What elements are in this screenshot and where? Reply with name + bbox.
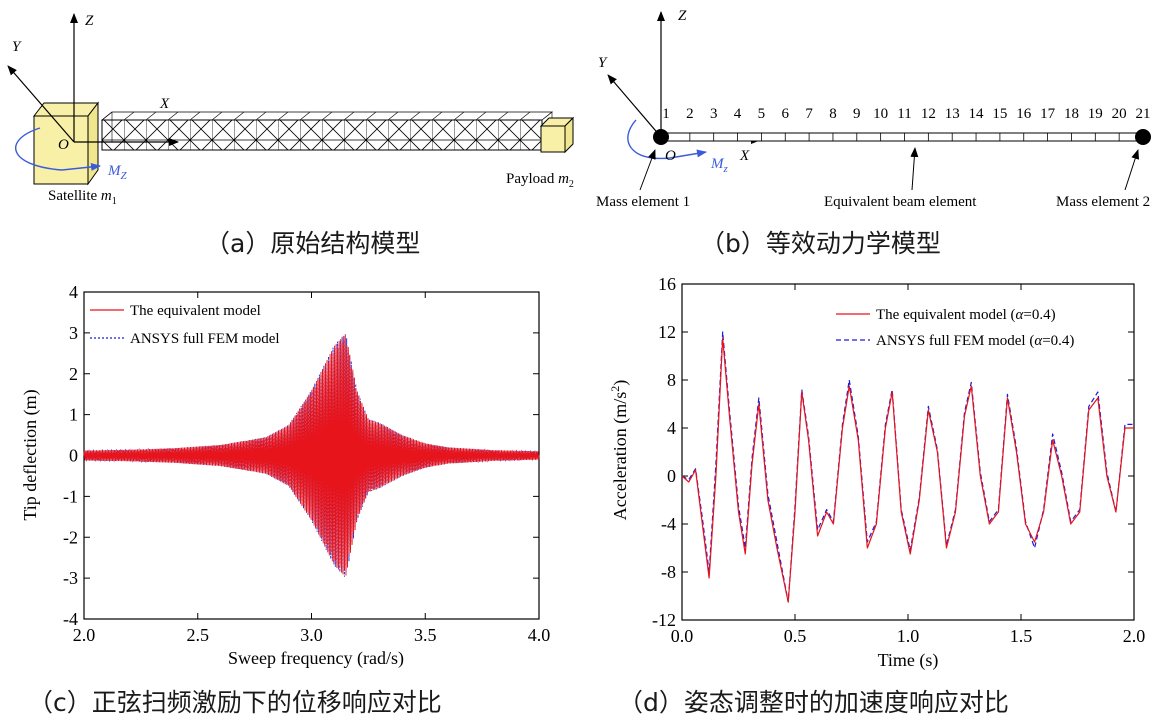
node-number: 7 [805, 106, 813, 122]
panel-d-acceleration-chart: 0.0 0.5 1.0 1.5 2.0 -12 -8 -4 0 4 8 12 16 Time (s) A… [608, 274, 1145, 717]
payload-cube [539, 116, 575, 154]
chart-d-ytick-label: -12 [652, 610, 676, 630]
node-number-labels: 1 2 3 4 5 6 7 8 9 10 11 12 13 14 15 16 17 18 19 20 21 [662, 106, 1150, 122]
chart-d-xtick-label: 1.5 [1010, 626, 1033, 646]
series-equivalent-model-line [83, 334, 540, 576]
chart-c-xtick-label: 4.0 [528, 625, 551, 645]
chart-d-ytick-label: 0 [667, 466, 676, 486]
axis-z-label-b: Z [678, 8, 687, 24]
node-number: 10 [873, 106, 888, 122]
chart-c-xlabel: Sweep frequency (rad/s) [228, 648, 404, 669]
chart-c-ytick-label: -4 [63, 609, 78, 629]
axis-y-label: Y [12, 39, 22, 55]
node-number: 16 [1016, 106, 1032, 122]
axis-z-label: Z [85, 13, 94, 29]
node-number: 9 [853, 106, 861, 122]
caption-a: （a）原始结构模型 [205, 229, 420, 258]
axis-x-label-b: X [739, 148, 750, 164]
chart-c-xtick-label: 2.0 [73, 625, 96, 645]
chart-c-ytick-label: 4 [69, 282, 78, 302]
beam-element-label: Equivalent beam element [824, 194, 977, 210]
node-number: 11 [897, 106, 911, 122]
axis-x-label: X [159, 96, 170, 112]
node-number: 20 [1112, 106, 1127, 122]
legend-c-equivalent: The equivalent model [130, 303, 261, 319]
node-number: 19 [1088, 106, 1103, 122]
chart-c-ylabel: Tip deflection (m) [20, 389, 41, 520]
node-number: 8 [829, 106, 837, 122]
node-number: 5 [758, 106, 766, 122]
node-number: 6 [782, 106, 790, 122]
panel-b-equivalent-model: 1 2 3 4 5 6 7 8 9 10 11 12 13 14 15 16 17 18 19 20 21 Z Y X … [596, 8, 1151, 258]
chart-c-plot: 2.0 2.5 3.0 3.5 4.0 -4 -3 -2 -1 0 1 2 3 4 [63, 282, 550, 645]
beam-bar [660, 132, 1144, 142]
node-number: 18 [1064, 106, 1079, 122]
axis-y-label-b: Y [598, 55, 608, 71]
chart-d-xtick-label: 1.0 [897, 626, 920, 646]
chart-d-ytick-label: -8 [661, 562, 676, 582]
chart-d-ytick-label: 8 [667, 370, 676, 390]
moment-arc-icon-b [627, 119, 707, 160]
pointer-mass-2 [1124, 149, 1140, 191]
node-number: 1 [662, 106, 670, 122]
node-number: 3 [710, 106, 718, 122]
caption-b: （b）等效动力学模型 [700, 229, 941, 258]
chart-d-ylabel: Acceleration (m/s2) [608, 380, 631, 520]
chart-d-ytick-label: 4 [667, 418, 676, 438]
chart-c-ytick-label: -3 [63, 568, 78, 588]
chart-d-xtick-label: 2.0 [1123, 626, 1146, 646]
panel-a-structure-model: Z Y X O MZ Satellite m1 Payload m2 （a）原始… [7, 13, 575, 258]
node-number: 17 [1040, 106, 1056, 122]
mass-element-2-label: Mass element 2 [1056, 194, 1150, 210]
node-number: 13 [945, 106, 960, 122]
mass-element-1-label: Mass element 1 [596, 194, 690, 210]
node-number: 12 [921, 106, 936, 122]
chart-d-ytick-label: 16 [658, 274, 676, 294]
satellite-label: Satellite m1 [48, 188, 117, 207]
node-number: 15 [992, 106, 1007, 122]
chart-d-xtick-label: 0.0 [671, 626, 694, 646]
chart-c-ytick-label: 0 [69, 446, 78, 466]
node-number: 2 [686, 106, 694, 122]
truss-beam [100, 111, 554, 151]
chart-d-plot: 0.0 0.5 1.0 1.5 2.0 -12 -8 -4 0 4 8 12 16 [652, 274, 1145, 646]
chart-c-ytick-label: 2 [69, 364, 78, 384]
node-number: 14 [969, 106, 985, 122]
chart-c-ytick-label: -2 [63, 527, 78, 547]
chart-c-xtick-label: 2.5 [187, 625, 210, 645]
legend-d-equivalent: The equivalent model (α=0.4) [876, 307, 1056, 323]
chart-d-ytick-label: 12 [658, 322, 676, 342]
mass-node-1 [653, 129, 669, 145]
chart-c-ytick-label: 1 [69, 405, 78, 425]
panel-c-tip-deflection-chart: 2.0 2.5 3.0 3.5 4.0 -4 -3 -2 -1 0 1 2 3 4 Sweep frequ… [20, 282, 550, 717]
pointer-beam [910, 147, 919, 191]
pointer-mass-1 [639, 149, 656, 191]
chart-c-xtick-label: 3.5 [414, 625, 437, 645]
beam-element-ticks [689, 133, 1120, 141]
chart-d-ytick-label: -4 [661, 514, 676, 534]
series-equivalent-model-line [681, 337, 1134, 603]
moment-arc-icon [15, 127, 101, 171]
legend-c-ansys: ANSYS full FEM model [130, 331, 280, 347]
caption-c: （c）正弦扫频激励下的位移响应对比 [28, 688, 442, 717]
y-axis-arrow-b [607, 74, 662, 138]
chart-c-ytick-label: 3 [69, 323, 78, 343]
payload-label: Payload m2 [506, 171, 574, 190]
moment-label: MZ [107, 163, 128, 182]
series-ansys-full-fem-line [681, 331, 1134, 603]
node-number: 21 [1136, 106, 1151, 122]
chart-c-ytick-label: -1 [63, 486, 78, 506]
chart-c-xtick-label: 3.0 [300, 625, 323, 645]
mass-node-21 [1135, 129, 1151, 145]
caption-d: （d）姿态调整时的加速度响应对比 [618, 688, 1009, 717]
origin-label: O [58, 137, 69, 153]
legend-d-ansys: ANSYS full FEM model (α=0.4) [876, 333, 1074, 349]
chart-d-xlabel: Time (s) [878, 650, 939, 671]
chart-d-xtick-label: 0.5 [784, 626, 807, 646]
moment-label-b: Mz [710, 156, 729, 175]
y-axis-arrow [7, 65, 75, 143]
node-number: 4 [734, 106, 742, 122]
origin-label-b: O [665, 148, 676, 164]
